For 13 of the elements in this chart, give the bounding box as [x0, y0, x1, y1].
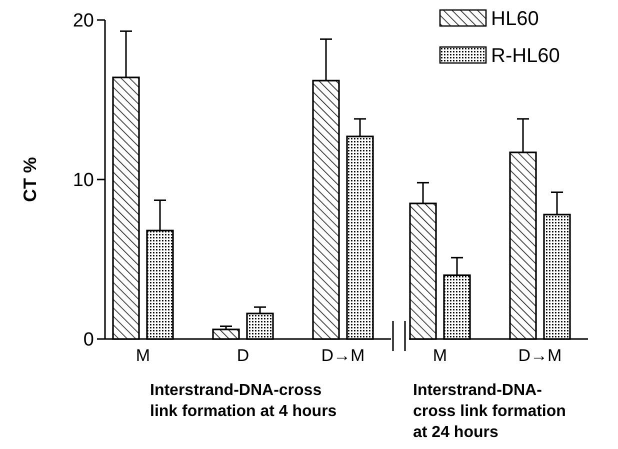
legend-label: R-HL60: [491, 45, 560, 68]
x-tick-label: M: [136, 346, 150, 365]
y-tick-label: 0: [83, 330, 94, 351]
y-axis-title: CT %: [20, 157, 40, 202]
legend-label: HL60: [491, 8, 539, 30]
x-tick-label: D→M: [321, 346, 365, 365]
x-tick-label: D: [236, 346, 250, 365]
x-tick-label: D→M: [518, 346, 562, 365]
x-tick-label: M: [432, 346, 448, 365]
text: Interstrand-DNA- cross link formation at 24 hours: [413, 382, 566, 441]
y-tick-label: 10: [72, 170, 94, 192]
text: Interstrand-DNA-cross link formation at 4 hours: [150, 382, 337, 420]
y-tick-label: 20: [72, 10, 94, 32]
